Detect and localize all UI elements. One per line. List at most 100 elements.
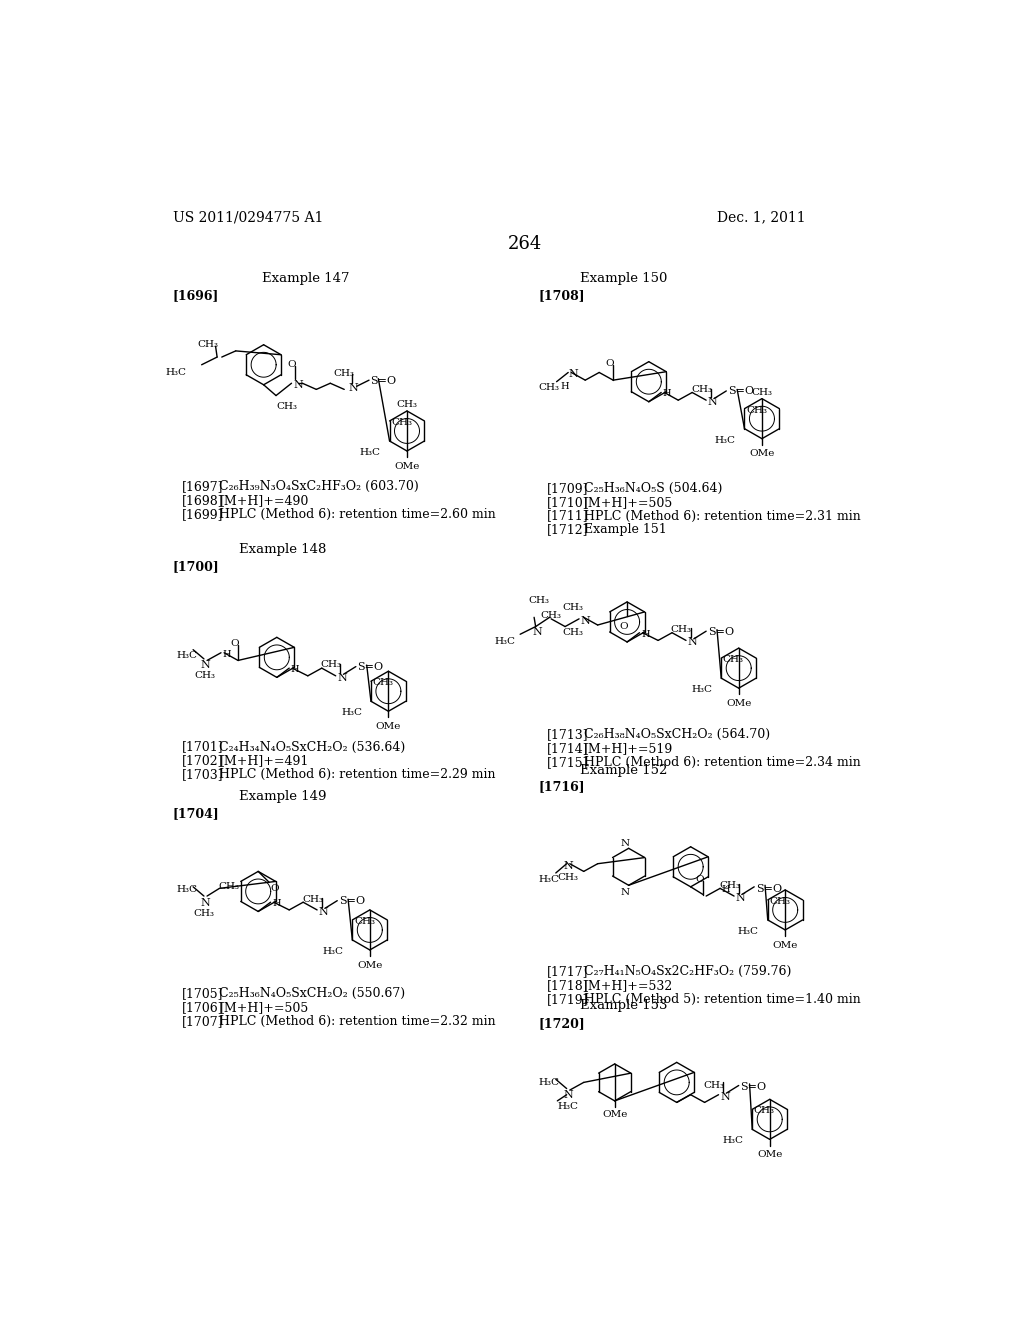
Text: [1712]: [1712] (547, 524, 588, 536)
Text: CH₃: CH₃ (719, 880, 740, 890)
Text: S=O: S=O (357, 663, 384, 672)
Text: OMe: OMe (750, 449, 774, 458)
Text: H₃C: H₃C (738, 927, 759, 936)
Text: S=O: S=O (728, 387, 754, 396)
Text: CH₃: CH₃ (334, 370, 354, 379)
Text: C₂₆H₃₈N₄O₅SxCH₂O₂ (564.70): C₂₆H₃₈N₄O₅SxCH₂O₂ (564.70) (584, 729, 770, 742)
Text: CH₃: CH₃ (194, 909, 214, 919)
Text: N: N (621, 840, 630, 847)
Text: H: H (272, 899, 281, 908)
Text: [1720]: [1720] (539, 1016, 586, 1030)
Text: CH₃: CH₃ (354, 917, 375, 925)
Text: CH₃: CH₃ (754, 1106, 775, 1115)
Text: N: N (563, 1090, 573, 1100)
Text: N: N (581, 615, 591, 626)
Text: CH₃: CH₃ (557, 873, 579, 882)
Text: Example 147: Example 147 (262, 272, 350, 285)
Text: H₃C: H₃C (557, 1102, 579, 1111)
Text: H₃C: H₃C (323, 946, 343, 956)
Text: [1711]: [1711] (547, 510, 588, 523)
Text: N: N (568, 370, 578, 379)
Text: [1705]: [1705] (182, 987, 224, 1001)
Text: [1715]: [1715] (547, 756, 588, 770)
Text: [1708]: [1708] (539, 289, 586, 302)
Text: Example 148: Example 148 (240, 544, 327, 557)
Text: OMe: OMe (602, 1110, 628, 1119)
Text: CH₃: CH₃ (562, 628, 584, 638)
Text: N: N (349, 383, 358, 393)
Text: N: N (735, 892, 745, 903)
Text: HPLC (Method 6): retention time=2.29 min: HPLC (Method 6): retention time=2.29 min (219, 768, 496, 781)
Text: O: O (287, 360, 296, 370)
Text: CH₃: CH₃ (769, 896, 791, 906)
Text: OMe: OMe (357, 961, 383, 970)
Text: H₃C: H₃C (722, 1137, 743, 1146)
Text: [1717]: [1717] (547, 965, 588, 978)
Text: H₃C: H₃C (341, 708, 362, 717)
Text: [M+H]+=505: [M+H]+=505 (584, 496, 673, 508)
Text: O: O (695, 874, 705, 883)
Text: [1697]: [1697] (182, 480, 224, 494)
Text: S=O: S=O (708, 627, 734, 636)
Text: [1700]: [1700] (173, 560, 220, 573)
Text: H: H (641, 630, 649, 639)
Text: [M+H]+=505: [M+H]+=505 (219, 1001, 308, 1014)
Text: OMe: OMe (394, 462, 420, 471)
Text: [M+H]+=519: [M+H]+=519 (584, 742, 673, 755)
Text: N: N (201, 898, 211, 908)
Text: S=O: S=O (740, 1082, 766, 1093)
Text: H₃C: H₃C (495, 638, 515, 647)
Text: OMe: OMe (376, 722, 401, 731)
Text: N: N (708, 397, 718, 407)
Text: H: H (722, 886, 730, 894)
Text: HPLC (Method 6): retention time=2.32 min: HPLC (Method 6): retention time=2.32 min (219, 1015, 496, 1028)
Text: OMe: OMe (757, 1150, 782, 1159)
Text: CH₃: CH₃ (723, 655, 743, 664)
Text: N: N (687, 638, 697, 647)
Text: S=O: S=O (756, 884, 782, 894)
Text: C₂₆H₃₉N₃O₄SxC₂HF₃O₂ (603.70): C₂₆H₃₉N₃O₄SxC₂HF₃O₂ (603.70) (219, 480, 419, 494)
Text: H₃C: H₃C (539, 1077, 560, 1086)
Text: CH₃: CH₃ (195, 671, 216, 680)
Text: [1698]: [1698] (182, 494, 224, 507)
Text: CH₃: CH₃ (541, 611, 561, 620)
Text: CH₃: CH₃ (302, 895, 323, 903)
Text: C₂₅H₃₆N₄O₅SxCH₂O₂ (550.67): C₂₅H₃₆N₄O₅SxCH₂O₂ (550.67) (219, 987, 406, 1001)
Text: [M+H]+=491: [M+H]+=491 (219, 755, 309, 767)
Text: CH₃: CH₃ (276, 401, 297, 411)
Text: O: O (270, 884, 280, 892)
Text: N: N (720, 1092, 730, 1102)
Text: [1714]: [1714] (547, 742, 588, 755)
Text: CH₃: CH₃ (198, 341, 218, 348)
Text: O: O (606, 359, 614, 367)
Text: H: H (222, 649, 231, 659)
Text: 264: 264 (508, 235, 542, 253)
Text: H₃C: H₃C (359, 447, 381, 457)
Text: H₃C: H₃C (165, 368, 186, 376)
Text: N: N (337, 673, 347, 682)
Text: N: N (293, 380, 303, 391)
Text: [1709]: [1709] (547, 482, 588, 495)
Text: N: N (532, 627, 543, 636)
Text: Example 150: Example 150 (581, 272, 668, 285)
Text: S=O: S=O (339, 896, 365, 906)
Text: H₃C: H₃C (715, 436, 735, 445)
Text: [1702]: [1702] (182, 755, 224, 767)
Text: Example 152: Example 152 (581, 763, 668, 776)
Text: CH₃: CH₃ (562, 603, 584, 612)
Text: H: H (663, 389, 672, 399)
Text: [1710]: [1710] (547, 496, 588, 508)
Text: HPLC (Method 6): retention time=2.31 min: HPLC (Method 6): retention time=2.31 min (584, 510, 860, 523)
Text: N: N (563, 861, 573, 871)
Text: CH₃: CH₃ (671, 626, 692, 634)
Text: N: N (318, 907, 329, 917)
Text: OMe: OMe (726, 700, 752, 708)
Text: Example 149: Example 149 (240, 789, 327, 803)
Text: [M+H]+=532: [M+H]+=532 (584, 979, 673, 993)
Text: [1706]: [1706] (182, 1001, 224, 1014)
Text: S=O: S=O (371, 376, 396, 387)
Text: HPLC (Method 5): retention time=1.40 min: HPLC (Method 5): retention time=1.40 min (584, 993, 860, 1006)
Text: Dec. 1, 2011: Dec. 1, 2011 (717, 211, 806, 224)
Text: CH₃: CH₃ (703, 1081, 724, 1090)
Text: HPLC (Method 6): retention time=2.34 min: HPLC (Method 6): retention time=2.34 min (584, 756, 860, 770)
